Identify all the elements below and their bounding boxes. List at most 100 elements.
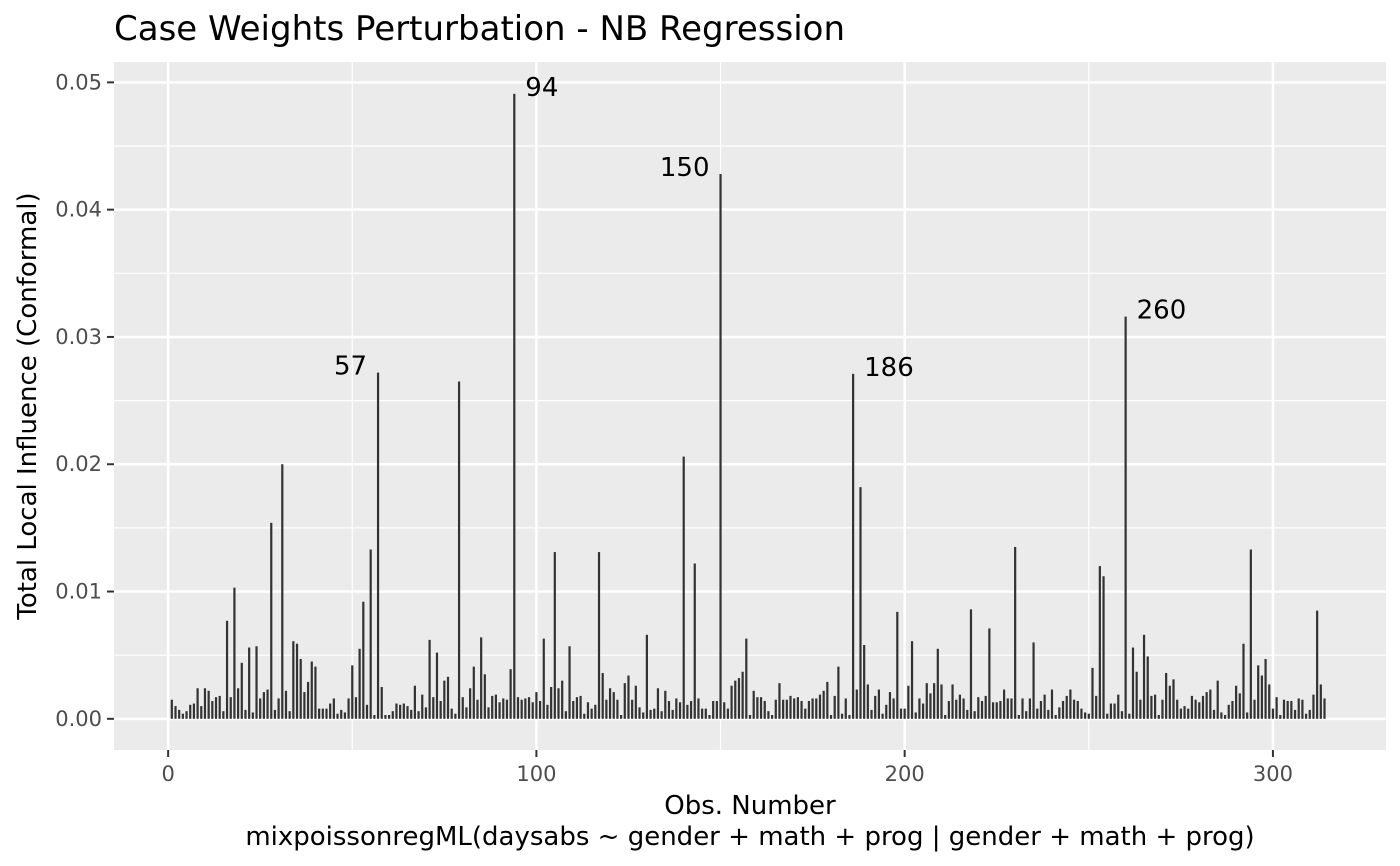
model-formula-caption: mixpoissonregML(daysabs ~ gender + math … bbox=[245, 822, 1254, 852]
bar bbox=[457, 381, 461, 719]
bar bbox=[487, 707, 490, 719]
bar bbox=[174, 706, 177, 719]
bar bbox=[178, 709, 181, 719]
bar bbox=[874, 695, 877, 719]
x-tick-label: 300 bbox=[1253, 762, 1293, 786]
bar bbox=[1260, 675, 1263, 719]
bar bbox=[634, 685, 637, 719]
bar bbox=[1216, 680, 1219, 719]
bar bbox=[966, 709, 969, 719]
bar bbox=[421, 694, 424, 719]
bar bbox=[1003, 689, 1006, 719]
bar bbox=[237, 688, 240, 719]
bar bbox=[520, 699, 523, 719]
bar bbox=[1190, 695, 1194, 719]
bar bbox=[859, 487, 862, 719]
bar bbox=[1268, 684, 1271, 719]
bar bbox=[1264, 658, 1267, 719]
bar bbox=[255, 646, 258, 719]
bar bbox=[756, 697, 759, 719]
bar bbox=[759, 697, 763, 719]
bar bbox=[1106, 713, 1109, 719]
bar bbox=[1142, 634, 1146, 719]
bar bbox=[947, 700, 950, 719]
chart-title: Case Weights Perturbation - NB Regressio… bbox=[114, 9, 845, 49]
point-label-186: 186 bbox=[864, 353, 914, 383]
bar bbox=[682, 456, 685, 719]
bar bbox=[734, 680, 737, 719]
bar bbox=[645, 634, 648, 719]
bar bbox=[1058, 707, 1061, 719]
bar bbox=[664, 690, 667, 719]
bar bbox=[929, 693, 932, 719]
bar bbox=[1131, 647, 1135, 719]
bar bbox=[259, 698, 262, 719]
bar bbox=[1139, 699, 1142, 719]
bar bbox=[620, 715, 623, 719]
point-label-57: 57 bbox=[334, 352, 367, 382]
bar bbox=[918, 698, 921, 719]
bar bbox=[896, 611, 899, 719]
bar bbox=[826, 681, 829, 719]
bar bbox=[557, 688, 560, 719]
bar bbox=[1223, 715, 1227, 719]
bar bbox=[402, 703, 405, 719]
bar bbox=[435, 652, 439, 719]
bar bbox=[306, 681, 310, 719]
bar bbox=[833, 695, 836, 719]
bar bbox=[1017, 715, 1020, 719]
bar bbox=[1095, 695, 1098, 719]
y-tick-label: 0.01 bbox=[55, 580, 102, 604]
bar bbox=[1198, 702, 1201, 719]
bar bbox=[1050, 689, 1054, 719]
x-axis: 0 100 200 300 bbox=[161, 750, 1293, 786]
bar bbox=[977, 697, 980, 719]
bar bbox=[443, 680, 446, 719]
bar bbox=[542, 638, 545, 719]
bar bbox=[1120, 711, 1124, 719]
bar bbox=[185, 711, 188, 719]
bar bbox=[214, 697, 218, 719]
bar bbox=[579, 695, 582, 719]
bar bbox=[914, 712, 917, 719]
bar bbox=[273, 709, 277, 719]
bar bbox=[347, 698, 350, 719]
bar bbox=[358, 648, 361, 719]
bar bbox=[513, 93, 516, 719]
bar bbox=[343, 712, 347, 719]
bar bbox=[973, 711, 976, 719]
x-tick-label: 100 bbox=[516, 762, 556, 786]
bar bbox=[310, 661, 313, 719]
bar bbox=[712, 700, 715, 719]
bar bbox=[1076, 700, 1079, 719]
bar bbox=[1286, 700, 1289, 719]
bar bbox=[689, 700, 693, 719]
bar bbox=[822, 690, 825, 719]
bar bbox=[1220, 712, 1223, 719]
bar bbox=[1102, 576, 1105, 719]
bar bbox=[229, 697, 232, 719]
bar bbox=[1084, 712, 1087, 719]
bar bbox=[807, 700, 811, 719]
bar bbox=[770, 715, 774, 719]
bar bbox=[568, 646, 571, 719]
bar bbox=[170, 699, 173, 719]
bar bbox=[737, 678, 741, 719]
bar bbox=[590, 708, 593, 719]
bar bbox=[1080, 708, 1083, 719]
bar bbox=[844, 698, 847, 719]
bar bbox=[837, 666, 840, 719]
bar bbox=[465, 707, 468, 719]
bar bbox=[299, 658, 302, 719]
bar bbox=[1312, 694, 1315, 719]
bar bbox=[1172, 679, 1175, 719]
bar bbox=[1098, 566, 1101, 719]
bar bbox=[535, 692, 538, 719]
bar bbox=[1039, 700, 1043, 719]
bar bbox=[387, 715, 391, 719]
bar bbox=[1091, 667, 1094, 719]
bar bbox=[1153, 694, 1157, 719]
bar bbox=[1032, 642, 1035, 719]
bar bbox=[550, 686, 553, 719]
bar bbox=[476, 699, 479, 719]
